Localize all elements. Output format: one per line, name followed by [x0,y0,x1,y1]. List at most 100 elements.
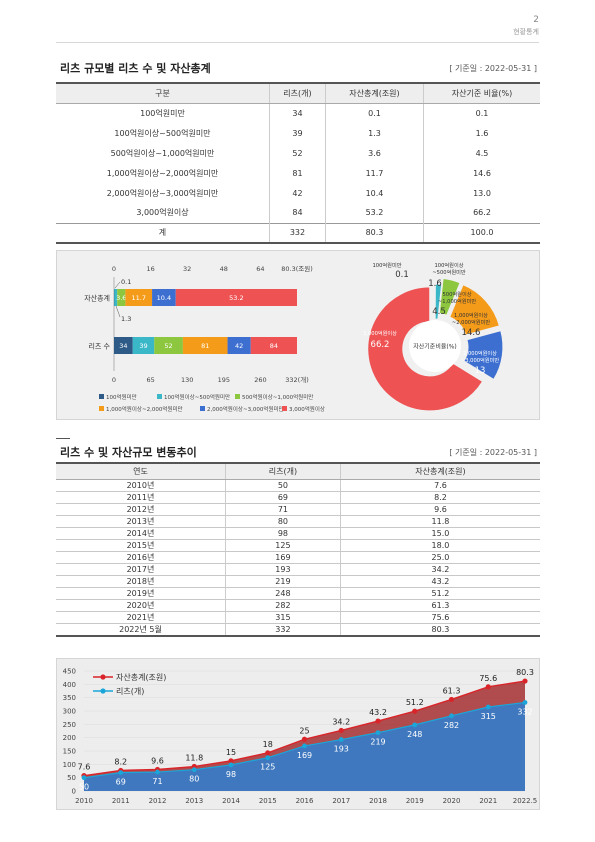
size-table-cell: 1.6 [423,123,540,143]
count-point [265,755,271,761]
bar-top-tick-label: 64 [256,265,264,273]
donut-value-label: 14.6 [462,328,481,338]
legend-label: 1,000억원이상~2,000억원미만 [106,405,183,413]
asset-point [412,708,418,714]
trend-table-row: 2016년 169 25.0 [56,551,540,564]
count-value-label: 50 [79,783,89,792]
bar-segment [114,337,133,354]
trend-table-cell: 193 [224,563,341,576]
bar-callout-label: 1.3 [121,315,131,323]
size-table-header-0: 구분 [56,82,270,104]
section2-rule [56,438,70,439]
header-section-label: 현황통계 [513,28,539,36]
y-tick-label: 0 [72,788,76,796]
asset-value-label: 18 [263,740,273,749]
trend-table-row: 2011년 69 8.2 [56,491,540,504]
size-table-header-1: 리츠(개) [268,82,326,104]
bar-callout-label: 0.1 [121,278,131,286]
trend-table-row: 2021년 315 75.6 [56,611,540,624]
count-point [338,737,344,742]
size-table-row: 100억원이상~500억원미만 39 1.3 1.6 [56,123,540,143]
size-table-cell: 500억원이상~1,000억원미만 [110,148,215,158]
asset-value-label: 80.3 [516,668,534,677]
trend-table-cell: 2021년 [56,611,226,624]
trend-table-cell: 69 [224,491,341,504]
x-tick-label: 2019 [406,797,424,805]
legend-label: 100억원이상~500억원미만 [164,393,230,401]
trend-table-cell: 25.0 [339,551,540,564]
legend-swatch [235,394,240,399]
y-tick-label: 450 [63,668,76,676]
reit-trend-table: 연도 리츠(개) 자산총계(조원) 2010년 50 7.6 2011년 69 8.2 2012… [56,462,540,637]
x-tick-label: 2017 [332,797,350,805]
asset-value-label: 25 [299,726,309,735]
count-value-label: 315 [481,712,496,721]
count-point [302,743,307,749]
x-tick-label: 2015 [259,797,277,805]
size-table-total-row: 계 332 80.3 100.0 [56,222,540,244]
asset-value-label: 34.2 [332,717,350,726]
count-point [412,722,418,728]
bar-value-label: 52 [164,342,172,350]
bar-bottom-tick-label: 130 [181,376,193,384]
y-tick-label: 200 [63,734,76,742]
size-table-cell: 100.0 [423,222,540,244]
legend-label: 리츠(개) [116,686,144,696]
asset-point [338,727,344,734]
count-value-label: 169 [297,751,312,760]
count-value-label: 71 [152,777,162,786]
size-table-cell: 66.2 [423,203,540,223]
trend-table-cell: 9.6 [339,503,540,516]
x-tick-label: 2018 [369,797,387,805]
trend-table-cell: 219 [224,575,341,588]
bar-bottom-tick-label: 195 [218,376,230,384]
x-tick-label: 2014 [222,797,240,805]
trend-table-header-1: 리츠(개) [224,462,341,480]
x-tick-label: 2020 [443,797,461,805]
count-value-label: 193 [334,745,349,754]
asset-point [375,718,381,724]
count-point [522,700,528,705]
x-tick-label: 2022.5 [513,797,538,805]
donut-slice-label: ~2,000억원미만 [452,318,491,326]
asset-area [84,681,525,778]
donut-slice [438,277,461,316]
trend-table-cell: 2013년 [56,515,226,528]
donut-value-label: 66.2 [371,340,390,350]
size-table-cell: 1,000억원이상~2,000억원미만 [106,168,219,178]
y-tick-label: 150 [63,748,76,756]
size-table-cell: 3.6 [324,143,424,163]
trend-table-cell: 7.6 [339,479,540,492]
trend-table-cell: 61.3 [339,599,540,612]
trend-table-cell: 80 [224,515,341,528]
legend-label: 100억원미만 [106,393,137,401]
y-tick-label: 300 [63,708,76,716]
size-table-row: 2,000억원이상~3,000억원미만 42 10.4 13.0 [56,183,540,203]
bar-bottom-tick-label: 332(개) [285,375,308,384]
size-table-cell: 1.3 [324,123,424,143]
legend-label: 3,000억원이상 [289,405,325,413]
bar-segment [114,289,118,306]
donut-slice-label: ~3,000억원미만 [461,356,500,364]
donut-value-label: 1.6 [428,279,442,289]
legend-swatch [200,406,205,411]
size-charts-panel: 0 16 32 48 64 80.3(조원) 0 65 130 195 260 332(개) 자산총계 3… [56,250,540,420]
size-table-cell: 0.1 [423,103,540,123]
size-table-row: 100억원미만 34 0.1 0.1 [56,103,540,123]
count-value-label: 69 [116,778,126,787]
trend-table-cell: 75.6 [339,611,540,624]
bar-top-tick-label: 0 [112,265,116,273]
legend-swatch [99,406,104,411]
bar-category-label: 리츠 수 [88,342,110,351]
size-table-cell: 4.5 [423,143,540,163]
asset-value-label: 8.2 [114,757,127,766]
donut-slice [449,284,500,336]
trend-table-cell: 2014년 [56,527,226,540]
donut-value-label: 13 [475,366,486,376]
size-table-cell: 13.0 [423,183,540,203]
donut-value-label: 0.1 [395,270,409,280]
stacked-bar-chart: 0 16 32 48 64 80.3(조원) 0 65 130 195 260 332(개) 자산총계 3… [84,264,325,413]
size-table-cell: 84 [268,203,326,223]
trend-table-row: 2010년 50 7.6 [56,479,540,492]
asset-value-label: 51.2 [406,698,424,707]
